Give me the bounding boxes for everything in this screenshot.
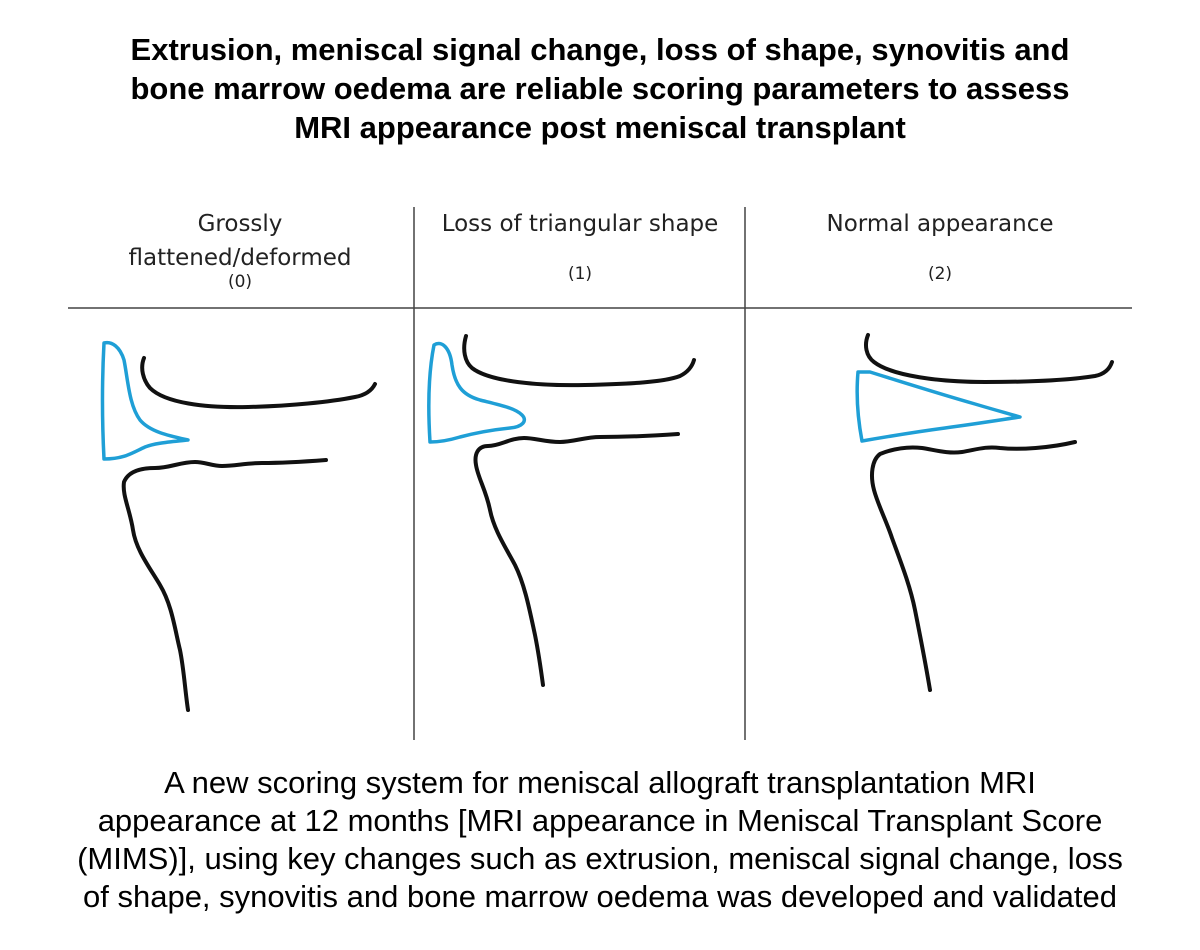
column-label: Normal appearance <box>826 211 1054 237</box>
diagram-loss-of-triangular-shape <box>427 334 696 687</box>
figure-title: Extrusion, meniscal signal change, loss … <box>40 30 1160 147</box>
title-line: MRI appearance post meniscal transplant <box>294 110 906 145</box>
caption-line: A new scoring system for meniscal allogr… <box>164 765 1036 800</box>
caption-line: appearance at 12 months [MRI appearance … <box>97 803 1103 838</box>
meniscus-outline <box>427 341 527 444</box>
femur-outline <box>140 356 377 410</box>
column-score: (0) <box>227 272 253 292</box>
diagram-normal-appearance <box>855 333 1114 692</box>
title-line: Extrusion, meniscal signal change, loss … <box>130 32 1070 67</box>
femur-outline <box>462 334 696 388</box>
tibia-outline <box>121 458 328 712</box>
meniscus-outline <box>100 340 190 461</box>
femur-outline <box>864 333 1114 384</box>
caption-line: of shape, synovitis and bone marrow oede… <box>83 879 1117 914</box>
tibia-outline <box>473 432 680 687</box>
column-header-1: Loss of triangular shape (1) <box>415 207 745 287</box>
diagram-grossly-flattened <box>100 340 377 712</box>
column-score: (2) <box>927 264 953 284</box>
column-score: (1) <box>567 264 593 284</box>
caption-line: (MIMS)], using key changes such as extru… <box>77 841 1123 876</box>
title-line: bone marrow oedema are reliable scoring … <box>130 71 1070 106</box>
column-label: Grossly <box>197 211 283 237</box>
column-header-0: Grossly flattened/deformed (0) <box>80 207 400 295</box>
meniscus-outline <box>855 370 1022 443</box>
column-label: flattened/deformed <box>128 245 352 271</box>
column-label: Loss of triangular shape <box>441 211 719 237</box>
tibia-outline <box>870 440 1077 692</box>
figure-caption: A new scoring system for meniscal allogr… <box>20 764 1180 916</box>
column-header-2: Normal appearance (2) <box>770 207 1110 287</box>
